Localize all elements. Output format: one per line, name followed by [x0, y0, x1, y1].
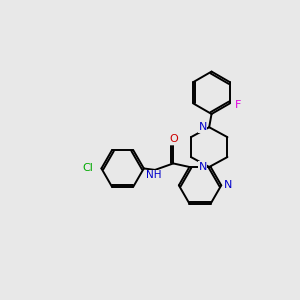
Text: Cl: Cl: [82, 163, 93, 173]
Text: N: N: [199, 162, 207, 172]
Text: F: F: [235, 100, 241, 110]
Text: N: N: [199, 122, 207, 132]
Text: NH: NH: [146, 170, 161, 180]
Text: O: O: [169, 134, 178, 144]
Text: N: N: [224, 180, 232, 190]
